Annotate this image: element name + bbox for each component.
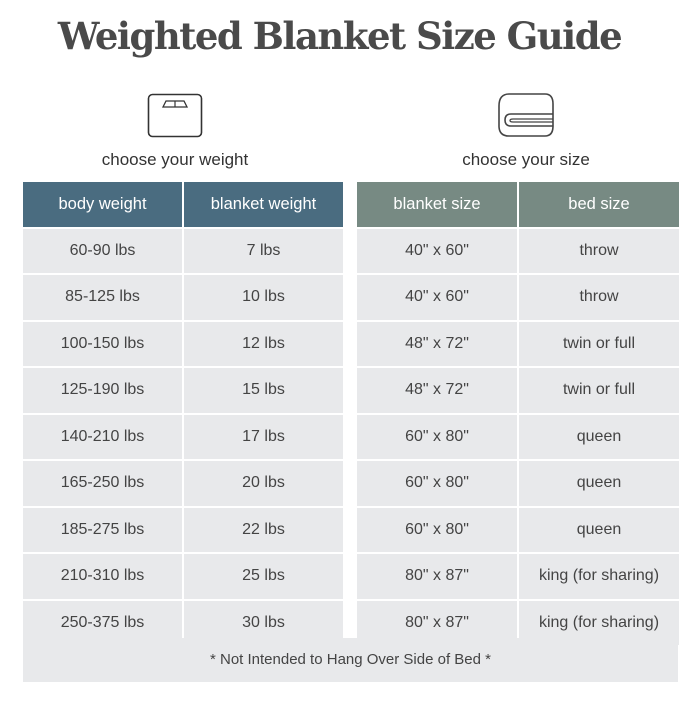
table-row: 40" x 60" throw bbox=[355, 226, 679, 275]
column-header: body weight bbox=[21, 180, 184, 229]
table-cell: 165-250 lbs bbox=[21, 459, 184, 508]
table-cell: 185-275 lbs bbox=[21, 505, 184, 554]
table-cell: 100-150 lbs bbox=[21, 319, 184, 368]
table-cell: 15 lbs bbox=[182, 366, 345, 415]
table-row: 85-125 lbs 10 lbs bbox=[21, 273, 345, 322]
table-cell: 12 lbs bbox=[182, 319, 345, 368]
table-cell: 140-210 lbs bbox=[21, 412, 184, 461]
table-cell: queen bbox=[517, 505, 679, 554]
table-cell: queen bbox=[517, 412, 679, 461]
table-cell: 25 lbs bbox=[182, 552, 345, 601]
table-cell: 40" x 60" bbox=[355, 273, 519, 322]
table-cell: 22 lbs bbox=[182, 505, 345, 554]
table-cell: 85-125 lbs bbox=[21, 273, 184, 322]
column-header: bed size bbox=[517, 180, 679, 229]
table-cell: 60" x 80" bbox=[355, 505, 519, 554]
size-table: blanket size bed size 40" x 60" throw 40" x … bbox=[355, 180, 679, 647]
table-row: 125-190 lbs 15 lbs bbox=[21, 366, 345, 415]
weight-table: body weight blanket weight 60-90 lbs 7 lbs 8… bbox=[21, 180, 345, 647]
table-row: 165-250 lbs 20 lbs bbox=[21, 459, 345, 508]
table-cell: queen bbox=[517, 459, 679, 508]
right-caption: choose your size bbox=[462, 150, 590, 169]
table-row: 140-210 lbs 17 lbs bbox=[21, 412, 345, 461]
table-cell: 60" x 80" bbox=[355, 459, 519, 508]
header-row: body weight blanket weight bbox=[21, 180, 345, 229]
table-cell: 48" x 72" bbox=[355, 319, 519, 368]
table-cell: 40" x 60" bbox=[355, 226, 519, 275]
table-row: 60" x 80" queen bbox=[355, 459, 679, 508]
table-row: 40" x 60" throw bbox=[355, 273, 679, 322]
page-title: Weighted Blanket Size Guide bbox=[57, 14, 623, 58]
table-row: 60-90 lbs 7 lbs bbox=[21, 226, 345, 275]
table-cell: twin or full bbox=[517, 366, 679, 415]
table-cell: 60-90 lbs bbox=[21, 226, 184, 275]
table-row: 48" x 72" twin or full bbox=[355, 366, 679, 415]
footer-note: * Not Intended to Hang Over Side of Bed … bbox=[23, 638, 678, 682]
table-row: 185-275 lbs 22 lbs bbox=[21, 505, 345, 554]
table-cell: 80" x 87" bbox=[355, 552, 519, 601]
column-header: blanket weight bbox=[182, 180, 345, 229]
table-cell: 125-190 lbs bbox=[21, 366, 184, 415]
table-cell: throw bbox=[517, 273, 679, 322]
table-cell: king (for sharing) bbox=[517, 552, 679, 601]
table-cell: 48" x 72" bbox=[355, 366, 519, 415]
left-caption: choose your weight bbox=[101, 150, 249, 169]
folded-blanket-icon bbox=[498, 93, 554, 137]
table-cell: 7 lbs bbox=[182, 226, 345, 275]
table-cell: 210-310 lbs bbox=[21, 552, 184, 601]
scale-icon bbox=[147, 93, 203, 138]
table-row: 100-150 lbs 12 lbs bbox=[21, 319, 345, 368]
table-row: 60" x 80" queen bbox=[355, 412, 679, 461]
table-cell: 20 lbs bbox=[182, 459, 345, 508]
table-row: 80" x 87" king (for sharing) bbox=[355, 552, 679, 601]
table-row: 48" x 72" twin or full bbox=[355, 319, 679, 368]
table-cell: 10 lbs bbox=[182, 273, 345, 322]
table-row: 60" x 80" queen bbox=[355, 505, 679, 554]
table-cell: 60" x 80" bbox=[355, 412, 519, 461]
table-cell: 17 lbs bbox=[182, 412, 345, 461]
column-header: blanket size bbox=[355, 180, 519, 229]
table-row: 210-310 lbs 25 lbs bbox=[21, 552, 345, 601]
table-cell: twin or full bbox=[517, 319, 679, 368]
header-row: blanket size bed size bbox=[355, 180, 679, 229]
table-cell: throw bbox=[517, 226, 679, 275]
